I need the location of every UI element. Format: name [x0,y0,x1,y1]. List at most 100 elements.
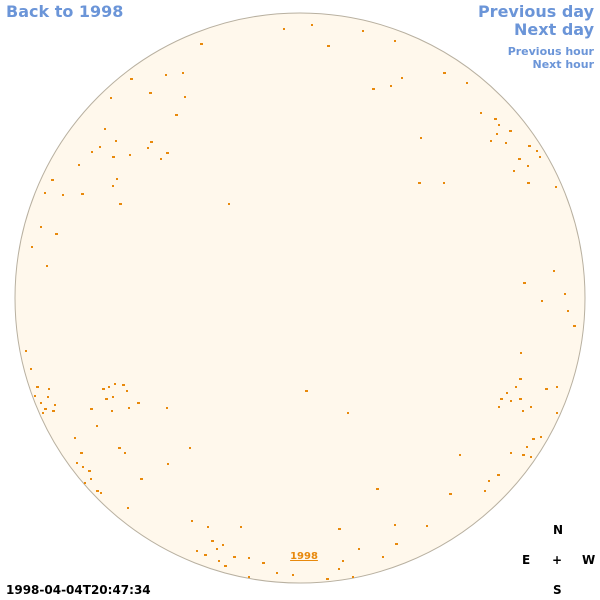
bright-point-mark [137,402,140,404]
bright-point-mark [352,576,354,578]
bright-point-mark [110,97,112,99]
bright-point-mark [25,350,27,352]
bright-point-mark [112,156,115,158]
bright-point-mark [52,410,55,412]
bright-point-mark [443,182,445,184]
bright-point-mark [182,72,184,74]
bright-point-mark [276,572,278,574]
bright-point-mark [119,203,122,205]
bright-point-mark [130,78,133,80]
bright-point-mark [564,293,566,295]
bright-point-mark [528,145,531,147]
bright-point-mark [54,404,56,406]
bright-point-mark [390,85,392,87]
bright-point-mark [449,493,452,495]
bright-point-mark [44,408,47,410]
bright-point-mark [520,352,522,354]
bright-point-mark [459,454,461,456]
bright-point-mark [207,526,209,528]
bright-point-mark [555,186,557,188]
bright-point-mark [556,412,558,414]
bright-point-mark [488,480,490,482]
compass-center: + [552,553,563,567]
bright-point-mark [515,386,517,388]
bright-point-mark [556,386,558,388]
bright-point-mark [222,544,224,546]
bright-point-mark [372,88,375,90]
bright-point-mark [90,408,93,410]
bright-point-mark [30,368,32,370]
bright-point-mark [44,192,46,194]
bright-point-mark [82,466,84,468]
bright-point-mark [327,45,330,47]
year-label[interactable]: 1998 [290,551,318,562]
bright-point-mark [46,265,48,267]
bright-point-mark [224,565,227,567]
bright-point-mark [216,548,218,550]
bright-point-mark [105,398,108,400]
bright-point-mark [358,548,360,550]
bright-point-mark [338,528,341,530]
bright-point-mark [74,437,76,439]
bright-point-mark [196,550,198,552]
bright-point-mark [518,158,521,160]
bright-point-mark [262,562,265,564]
previous-day-link[interactable]: Previous day [477,2,594,21]
bright-point-mark [233,556,236,558]
bright-point-mark [326,578,329,580]
bright-point-mark [104,128,106,130]
bright-point-mark [34,395,36,397]
bright-point-mark [338,568,340,570]
bright-point-mark [96,425,98,427]
bright-point-mark [90,478,92,480]
bright-point-mark [147,147,149,149]
bright-point-mark [292,574,294,576]
bright-point-mark [510,452,512,454]
bright-point-mark [81,193,84,195]
bright-point-mark [175,114,178,116]
bright-point-mark [532,438,535,440]
bright-point-mark [167,463,169,465]
solar-disk [14,12,586,584]
bright-point-mark [108,386,110,388]
bright-point-mark [128,407,130,409]
bright-point-mark [184,96,186,98]
bright-point-mark [31,246,33,248]
back-to-year-link[interactable]: Back to 1998 [6,2,124,21]
bright-point-mark [420,137,422,139]
bright-point-mark [500,398,503,400]
bright-point-mark [91,151,93,153]
bright-point-mark [401,77,403,79]
bright-point-mark [62,194,64,196]
next-day-link[interactable]: Next day [514,20,594,39]
bright-point-mark [124,452,126,454]
bright-point-mark [112,396,114,398]
bright-point-mark [189,447,191,449]
bright-point-mark [47,396,49,398]
bright-point-mark [80,452,83,454]
bright-point-mark [112,185,114,187]
bright-point-mark [347,412,349,414]
bright-point-mark [42,412,44,414]
previous-hour-link[interactable]: Previous hour [507,45,594,58]
bright-point-mark [394,524,396,526]
bright-point-mark [498,406,500,408]
bright-point-mark [305,390,308,392]
bright-point-mark [443,72,446,74]
bright-point-mark [466,82,468,84]
next-hour-link[interactable]: Next hour [532,58,595,71]
compass-south: S [553,583,562,597]
compass-north: N [553,523,564,537]
bright-point-mark [211,540,214,542]
bright-point-mark [204,554,207,556]
bright-point-mark [116,178,118,180]
bright-point-mark [536,150,538,152]
bright-point-mark [526,446,528,448]
bright-point-mark [88,470,91,472]
bright-point-mark [382,556,384,558]
bright-point-mark [127,507,129,509]
bright-point-mark [509,130,512,132]
bright-point-mark [283,28,285,30]
bright-point-mark [519,398,522,400]
